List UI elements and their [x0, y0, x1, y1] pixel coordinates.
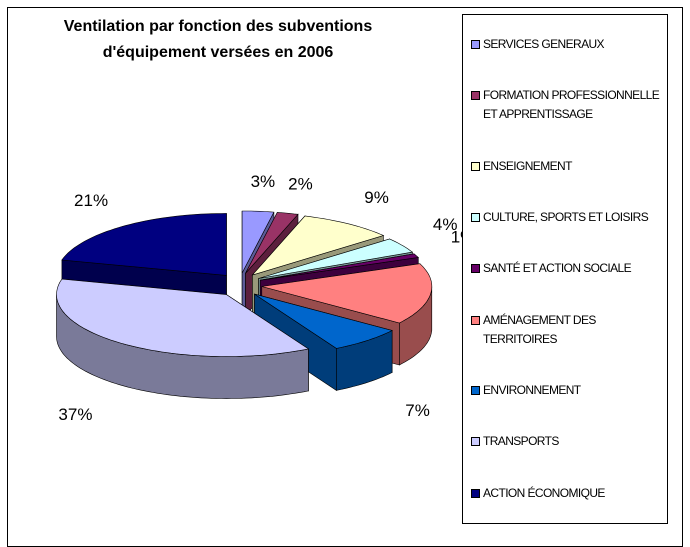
legend-item: AMÉNAGEMENT DES TERRITOIRES [471, 311, 661, 349]
legend-label: ENVIRONNEMENT [483, 383, 581, 398]
chart-title: Ventilation par fonction des subventions… [63, 18, 373, 61]
legend-label: ENSEIGNEMENT [483, 158, 572, 173]
data-label: 3% [251, 172, 276, 191]
legend-item: ACTION ÉCONOMIQUE [471, 484, 661, 503]
data-label: 37% [58, 405, 92, 424]
pie-slice [56, 278, 310, 399]
slice-top [261, 263, 433, 324]
legend-item: CULTURE, SPORTS ET LOISIRS [471, 208, 661, 227]
legend-swatch [471, 161, 480, 171]
data-label: 9% [364, 188, 389, 207]
legend-label: CULTURE, SPORTS ET LOISIRS [483, 210, 649, 225]
data-label: 1% [451, 228, 462, 247]
legend-item: SANTÉ ET ACTION SOCIALE [471, 259, 661, 278]
data-label: 4% [433, 215, 458, 234]
pie-chart: 3%2%9%4%1%16%7%37%21% [56, 172, 462, 424]
slice-top [258, 238, 414, 279]
legend-label: SANTÉ ET ACTION SOCIALE [483, 261, 632, 276]
legend-swatch [471, 386, 480, 396]
legend-item: TRANSPORTS [471, 432, 661, 451]
legend-swatch [471, 91, 480, 101]
legend: SERVICES GENERAUX FORMATION PROFESSIONNEL… [462, 14, 668, 524]
slice-top [251, 215, 385, 276]
slice-top [245, 212, 299, 274]
legend-label: SERVICES GENERAUX [483, 37, 605, 52]
legend-swatch [471, 40, 480, 50]
slice-top [254, 293, 393, 349]
legend-swatch [471, 437, 480, 447]
slice-top [241, 210, 275, 274]
data-label: 2% [288, 175, 313, 194]
pie-slice [254, 293, 393, 391]
data-label: 21% [74, 191, 108, 210]
legend-label: AMÉNAGEMENT DES TERRITOIRES [483, 312, 596, 346]
legend-swatch [471, 315, 480, 325]
legend-label: ACTION ÉCONOMIQUE [483, 485, 605, 500]
data-label: 7% [405, 401, 430, 420]
legend-item: SERVICES GENERAUX [471, 35, 661, 54]
slice-top [260, 253, 419, 281]
slice-top [56, 278, 310, 357]
legend-label: FORMATION PROFESSIONNELLE ET APPRENTISSA… [483, 88, 660, 122]
legend-item: FORMATION PROFESSIONNELLE ET APPRENTISSA… [471, 86, 661, 124]
legend-swatch [471, 488, 480, 498]
legend-swatch [471, 264, 480, 274]
slice-top [61, 213, 227, 276]
legend-item: ENVIRONNEMENT [471, 381, 661, 400]
legend-label: TRANSPORTS [483, 434, 559, 449]
legend-item: ENSEIGNEMENT [471, 157, 661, 176]
legend-swatch [471, 213, 480, 223]
